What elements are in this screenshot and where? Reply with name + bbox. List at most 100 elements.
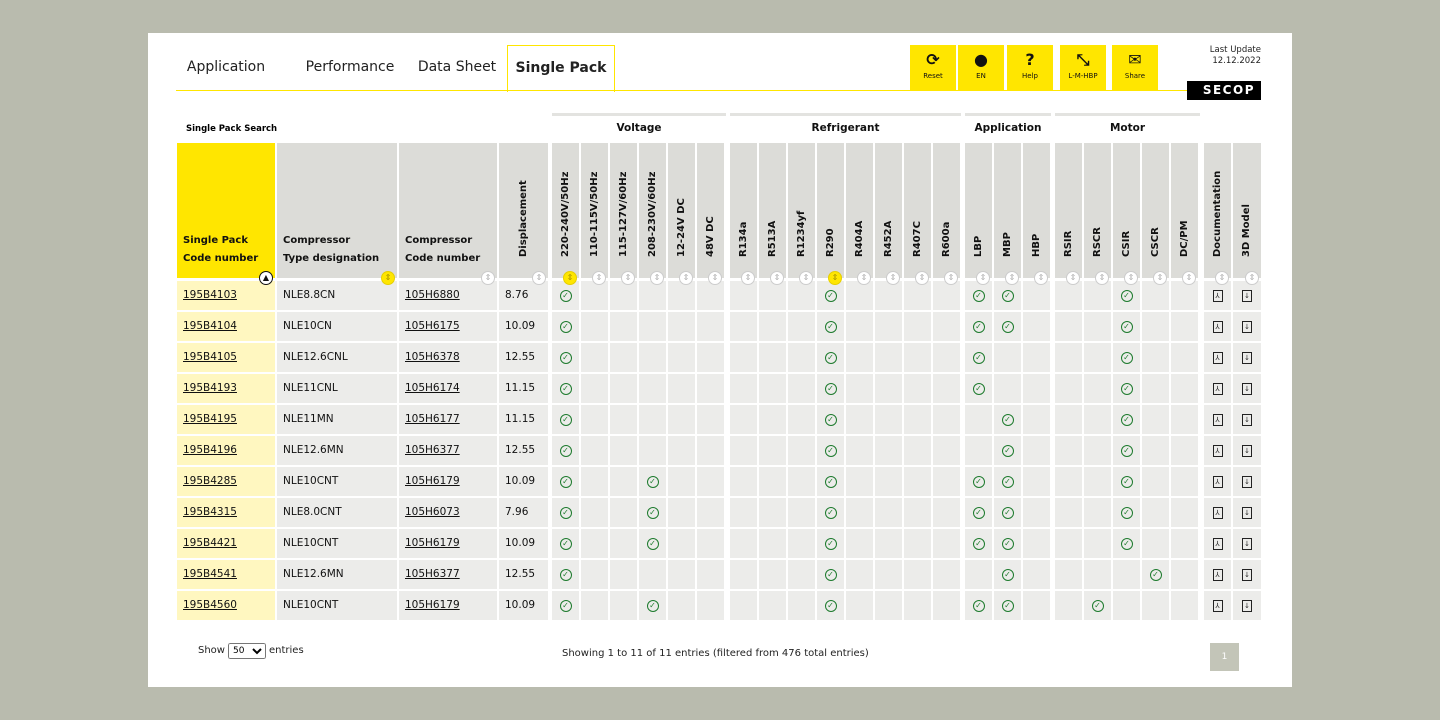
column-header-mbp[interactable]: MBP ⇕ [994,143,1021,285]
table-cell-code[interactable]: 195B4421 [177,529,275,558]
help-button[interactable]: ? Help [1007,45,1053,90]
single-pack-link[interactable]: 195B4196 [183,444,237,456]
table-cell-model[interactable]: ↓ [1233,436,1261,465]
column-header-r600a[interactable]: R600a ⇕ [933,143,960,285]
table-cell-model[interactable]: ↓ [1233,405,1261,434]
3d-model-icon[interactable]: ↓ [1242,413,1252,426]
column-header-v5[interactable]: 12-24V DC ⇕ [668,143,695,285]
sort-icon[interactable]: ⇕ [799,271,813,285]
column-header-code[interactable]: Single Pack Code number ▲ [177,143,275,285]
en-button[interactable]: ● EN [958,45,1004,90]
table-cell-model[interactable]: ↓ [1233,529,1261,558]
tab-data-sheet[interactable]: Data Sheet [417,59,497,75]
sort-icon[interactable]: ⇕ [741,271,755,285]
compressor-code-link[interactable]: 105H6174 [405,382,460,394]
sort-icon[interactable]: ⇕ [770,271,784,285]
pdf-icon[interactable]: ⅄ [1212,568,1223,581]
sort-icon[interactable]: ⇕ [381,271,395,285]
single-pack-link[interactable]: 195B4421 [183,537,237,549]
pdf-icon[interactable]: ⅄ [1212,506,1223,519]
3d-model-icon[interactable]: ↓ [1242,537,1252,550]
sort-icon[interactable]: ⇕ [1245,271,1259,285]
3d-model-icon[interactable]: ↓ [1242,320,1252,333]
table-cell-doc[interactable]: ⅄ [1204,529,1231,558]
pdf-icon[interactable]: ⅄ [1212,382,1223,395]
column-header-v2[interactable]: 110-115V/50Hz ⇕ [581,143,608,285]
sort-icon[interactable]: ⇕ [886,271,900,285]
table-cell-model[interactable]: ↓ [1233,591,1261,620]
3d-model-icon[interactable]: ↓ [1242,444,1252,457]
table-cell-ccode[interactable]: 105H6377 [399,436,497,465]
3d-model-icon[interactable]: ↓ [1242,599,1252,612]
table-cell-ccode[interactable]: 105H6175 [399,312,497,341]
sort-icon[interactable]: ⇕ [944,271,958,285]
pdf-icon[interactable]: ⅄ [1212,444,1223,457]
column-header-r1234yf[interactable]: R1234yf ⇕ [788,143,815,285]
table-cell-code[interactable]: 195B4315 [177,498,275,527]
table-cell-doc[interactable]: ⅄ [1204,405,1231,434]
tab-application[interactable]: Application [186,59,266,75]
compressor-code-link[interactable]: 105H6073 [405,506,460,518]
sort-icon[interactable]: ⇕ [915,271,929,285]
pdf-icon[interactable]: ⅄ [1212,289,1223,302]
sort-icon[interactable]: ⇕ [976,271,990,285]
compressor-code-link[interactable]: 105H6378 [405,351,460,363]
sort-icon[interactable]: ⇕ [1153,271,1167,285]
table-cell-doc[interactable]: ⅄ [1204,374,1231,403]
table-cell-model[interactable]: ↓ [1233,374,1261,403]
table-cell-code[interactable]: 195B4195 [177,405,275,434]
single-pack-link[interactable]: 195B4105 [183,351,237,363]
sort-icon[interactable]: ⇕ [1182,271,1196,285]
pdf-icon[interactable]: ⅄ [1212,599,1223,612]
table-cell-model[interactable]: ↓ [1233,498,1261,527]
reset-button[interactable]: ⟳ Reset [910,45,956,90]
column-header-type[interactable]: Compressor Type designation ⇕ [277,143,397,285]
sort-icon[interactable]: ⇕ [1124,271,1138,285]
column-header-rsir[interactable]: RSIR ⇕ [1055,143,1082,285]
table-cell-model[interactable]: ↓ [1233,467,1261,496]
column-header-doc[interactable]: Documentation ⇕ [1204,143,1231,285]
sort-icon[interactable]: ⇕ [563,271,577,285]
3d-model-icon[interactable]: ↓ [1242,475,1252,488]
table-cell-model[interactable]: ↓ [1233,312,1261,341]
sort-icon[interactable]: ⇕ [1095,271,1109,285]
table-cell-code[interactable]: 195B4560 [177,591,275,620]
3d-model-icon[interactable]: ↓ [1242,568,1252,581]
table-cell-model[interactable]: ↓ [1233,560,1261,589]
column-header-v3[interactable]: 115-127V/60Hz ⇕ [610,143,637,285]
pdf-icon[interactable]: ⅄ [1212,537,1223,550]
sort-icon[interactable]: ⇕ [650,271,664,285]
compressor-code-link[interactable]: 105H6179 [405,537,460,549]
sort-icon[interactable]: ⇕ [679,271,693,285]
pdf-icon[interactable]: ⅄ [1212,351,1223,364]
table-cell-doc[interactable]: ⅄ [1204,467,1231,496]
column-header-rscr[interactable]: RSCR ⇕ [1084,143,1111,285]
sort-icon[interactable]: ⇕ [857,271,871,285]
sort-icon[interactable]: ⇕ [621,271,635,285]
single-pack-link[interactable]: 195B4315 [183,506,237,518]
table-cell-ccode[interactable]: 105H6179 [399,591,497,620]
table-cell-code[interactable]: 195B4196 [177,436,275,465]
column-header-csir[interactable]: CSIR ⇕ [1113,143,1140,285]
sort-icon[interactable]: ⇕ [481,271,495,285]
column-header-disp[interactable]: Displacement ⇕ [499,143,548,285]
single-pack-link[interactable]: 195B4193 [183,382,237,394]
compressor-code-link[interactable]: 105H6880 [405,289,460,301]
compressor-code-link[interactable]: 105H6377 [405,568,460,580]
column-header-r290[interactable]: R290 ⇕ [817,143,844,285]
column-header-v4[interactable]: 208-230V/60Hz ⇕ [639,143,666,285]
table-cell-code[interactable]: 195B4103 [177,281,275,310]
column-header-hbp[interactable]: HBP ⇕ [1023,143,1050,285]
table-cell-code[interactable]: 195B4541 [177,560,275,589]
sort-icon[interactable]: ⇕ [1005,271,1019,285]
table-cell-code[interactable]: 195B4285 [177,467,275,496]
pdf-icon[interactable]: ⅄ [1212,413,1223,426]
table-cell-doc[interactable]: ⅄ [1204,312,1231,341]
single-pack-link[interactable]: 195B4195 [183,413,237,425]
table-cell-doc[interactable]: ⅄ [1204,560,1231,589]
column-header-cscr[interactable]: CSCR ⇕ [1142,143,1169,285]
table-cell-model[interactable]: ↓ [1233,281,1261,310]
compressor-code-link[interactable]: 105H6179 [405,599,460,611]
table-cell-ccode[interactable]: 105H6179 [399,467,497,496]
column-header-r452a[interactable]: R452A ⇕ [875,143,902,285]
